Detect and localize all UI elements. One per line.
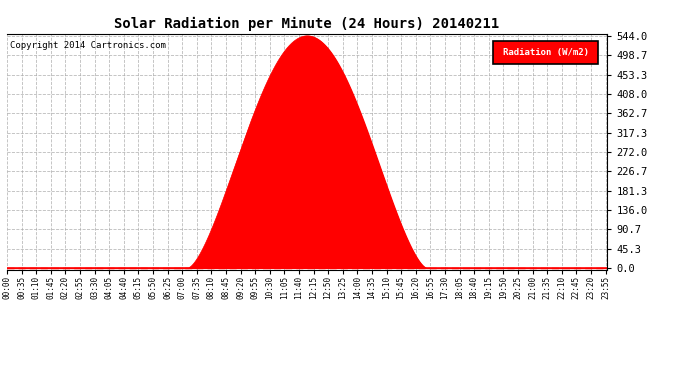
Title: Solar Radiation per Minute (24 Hours) 20140211: Solar Radiation per Minute (24 Hours) 20… xyxy=(115,17,500,31)
Text: Copyright 2014 Cartronics.com: Copyright 2014 Cartronics.com xyxy=(10,41,166,50)
FancyBboxPatch shape xyxy=(493,41,598,64)
Text: Radiation (W/m2): Radiation (W/m2) xyxy=(503,48,589,57)
